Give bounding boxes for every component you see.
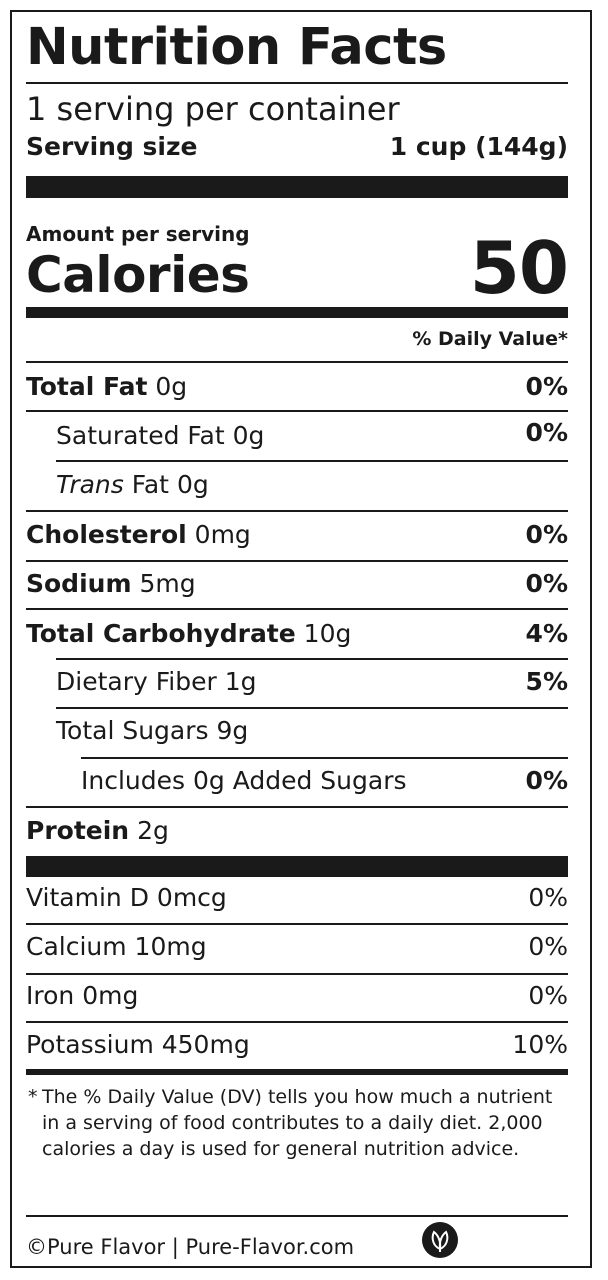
nutrient-row-saturated-fat: Saturated Fat 0g 0% xyxy=(26,418,568,450)
vitamin-row: Potassium 450mg 10% xyxy=(26,1032,568,1057)
divider xyxy=(26,560,568,562)
divider xyxy=(56,460,568,462)
divider xyxy=(26,82,568,84)
divider xyxy=(26,361,568,363)
divider xyxy=(26,510,568,512)
thick-divider xyxy=(26,856,568,877)
thick-divider xyxy=(26,176,568,198)
vitamin-row: Vitamin D 0mcg 0% xyxy=(26,885,568,910)
divider xyxy=(26,973,568,975)
serving-size-row: Serving size 1 cup (144g) xyxy=(26,134,568,159)
divider xyxy=(26,1215,568,1217)
nutrient-row-cholesterol: Cholesterol 0mg 0% xyxy=(26,522,568,547)
vitamin-dv: 0% xyxy=(528,981,568,1010)
nutrient-dv: 0% xyxy=(525,569,568,598)
divider xyxy=(26,410,568,412)
serving-size-label: Serving size xyxy=(26,132,198,161)
nutrient-name: Fat xyxy=(131,470,169,499)
nutrient-name: Sodium xyxy=(26,569,132,598)
nutrient-row-total-fat: Total Fat 0g 0% xyxy=(26,374,568,399)
vitamin-dv: 0% xyxy=(528,932,568,961)
medium-divider xyxy=(26,307,568,318)
nutrient-amount: 0g xyxy=(176,470,209,499)
vitamin-text: Iron 0mg xyxy=(26,981,139,1010)
nutrient-amount: 0g xyxy=(232,421,265,450)
daily-value-header: % Daily Value* xyxy=(412,328,568,350)
vitamin-dv: 10% xyxy=(512,1030,568,1059)
serving-size-value: 1 cup (144g) xyxy=(389,132,568,161)
nutrient-amount: 0mg xyxy=(194,520,251,549)
nutrient-name: Total Sugars xyxy=(56,716,209,745)
vitamin-text: Calcium 10mg xyxy=(26,932,207,961)
vitamin-dv: 0% xyxy=(528,883,568,912)
nutrient-row-added-sugars: Includes 0g Added Sugars 0% xyxy=(26,768,568,793)
nutrition-label: Nutrition Facts 1 serving per container … xyxy=(10,10,592,1268)
nutrient-row-total-carbohydrate: Total Carbohydrate 10g 4% xyxy=(26,621,568,646)
nutrient-name: Protein xyxy=(26,816,130,845)
nutrient-name: Dietary Fiber xyxy=(56,667,217,696)
divider xyxy=(26,608,568,610)
nutrient-row-total-sugars: Total Sugars 9g xyxy=(26,718,568,743)
nutrient-amount: 1g xyxy=(224,667,257,696)
nutrient-dv: 0% xyxy=(525,372,568,401)
nutrient-amount: 5mg xyxy=(139,569,196,598)
nutrient-name: Saturated Fat xyxy=(56,421,225,450)
nutrient-name-italic: Trans xyxy=(56,470,124,499)
nutrient-dv: 0% xyxy=(525,766,568,795)
nutrient-row-sodium: Sodium 5mg 0% xyxy=(26,571,568,596)
divider xyxy=(26,923,568,925)
nutrient-dv: 0% xyxy=(525,418,568,447)
divider xyxy=(56,658,568,660)
calories-value: 50 xyxy=(469,226,569,310)
leaf-icon-graphic xyxy=(431,1230,449,1252)
vitamin-row: Calcium 10mg 0% xyxy=(26,934,568,959)
nutrient-amount: 0g xyxy=(155,372,188,401)
nutrient-row-trans-fat: Trans Fat 0g xyxy=(26,472,568,497)
nutrient-name: Total Carbohydrate xyxy=(26,619,296,648)
nutrient-text: Includes 0g Added Sugars xyxy=(81,766,407,795)
vitamin-text: Potassium 450mg xyxy=(26,1030,250,1059)
footnote-text: The % Daily Value (DV) tells you how muc… xyxy=(42,1086,553,1161)
nutrient-name: Cholesterol xyxy=(26,520,187,549)
divider xyxy=(81,757,568,759)
nutrient-amount: 10g xyxy=(303,619,352,648)
leaf-icon xyxy=(422,1222,458,1258)
nutrient-row-protein: Protein 2g xyxy=(26,818,568,843)
calories-label: Calories xyxy=(26,246,250,304)
divider xyxy=(56,707,568,709)
divider xyxy=(26,1021,568,1023)
label-title: Nutrition Facts xyxy=(26,18,447,77)
nutrient-amount: 9g xyxy=(216,716,249,745)
footnote: * The % Daily Value (DV) tells you how m… xyxy=(26,1084,568,1163)
amount-per-serving: Amount per serving xyxy=(26,222,250,246)
nutrient-dv: 4% xyxy=(525,619,568,648)
brand-line: ©Pure Flavor | Pure-Flavor.com xyxy=(26,1235,355,1259)
nutrient-name: Total Fat xyxy=(26,372,148,401)
nutrient-amount: 2g xyxy=(137,816,169,845)
footnote-asterisk: * xyxy=(28,1086,38,1108)
medium-divider xyxy=(26,1069,568,1075)
nutrient-row-dietary-fiber: Dietary Fiber 1g 5% xyxy=(26,669,568,694)
servings-per-container: 1 serving per container xyxy=(26,90,400,128)
vitamin-row: Iron 0mg 0% xyxy=(26,983,568,1008)
vitamin-text: Vitamin D 0mcg xyxy=(26,883,227,912)
nutrient-dv: 5% xyxy=(525,667,568,696)
divider xyxy=(26,806,568,808)
nutrient-dv: 0% xyxy=(525,520,568,549)
